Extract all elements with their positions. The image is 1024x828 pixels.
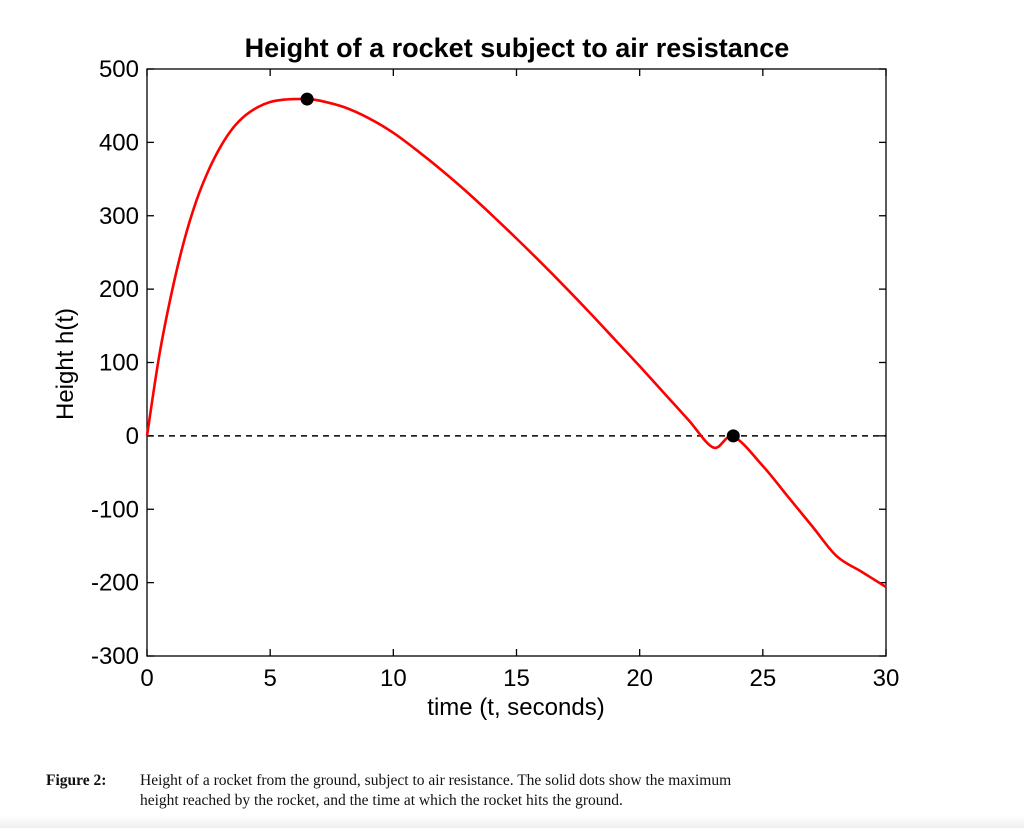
x-tick-label: 30 [873,665,900,692]
chart-title: Height of a rocket subject to air resist… [245,33,790,63]
x-tick-label: 15 [503,665,530,692]
y-tick-label: 500 [99,56,139,83]
x-tick-label: 20 [626,665,653,692]
series-line-height [145,97,887,589]
caption-line-2: height reached by the rocket, and the ti… [140,792,623,809]
y-tick-label: 100 [99,350,139,377]
axes-box [146,68,887,657]
x-tick-label: 5 [263,665,276,692]
y-axis-label: Height h(t) [52,308,79,420]
y-tick-label: -200 [91,570,139,597]
chart: Height of a rocket subject to air resist… [52,33,899,721]
plot-area: -300 -200 -100 0 100 200 300 400 500 0 5 10 15 20 25 30 [91,56,899,692]
figure-caption: Figure 2: Height of a rocket from the gro… [46,771,946,811]
x-tick-label: 0 [140,665,153,692]
x-tick-label: 10 [380,665,407,692]
y-tick-label: -300 [91,643,139,670]
y-tick-label: 400 [99,129,139,156]
x-tick-label: 25 [749,665,776,692]
caption-line-1: Height of a rocket from the ground, subj… [140,772,732,789]
max-height-point [300,92,314,106]
ground-hit-point [726,429,740,443]
x-axis-label: time (t, seconds) [427,694,604,721]
page-bottom-edge [0,816,1024,828]
y-tick-label: -100 [91,496,139,523]
caption-label: Figure 2: [46,772,107,789]
y-tick-label: 300 [99,203,139,230]
y-tick-label: 200 [99,276,139,303]
y-tick-label: 0 [126,423,139,450]
